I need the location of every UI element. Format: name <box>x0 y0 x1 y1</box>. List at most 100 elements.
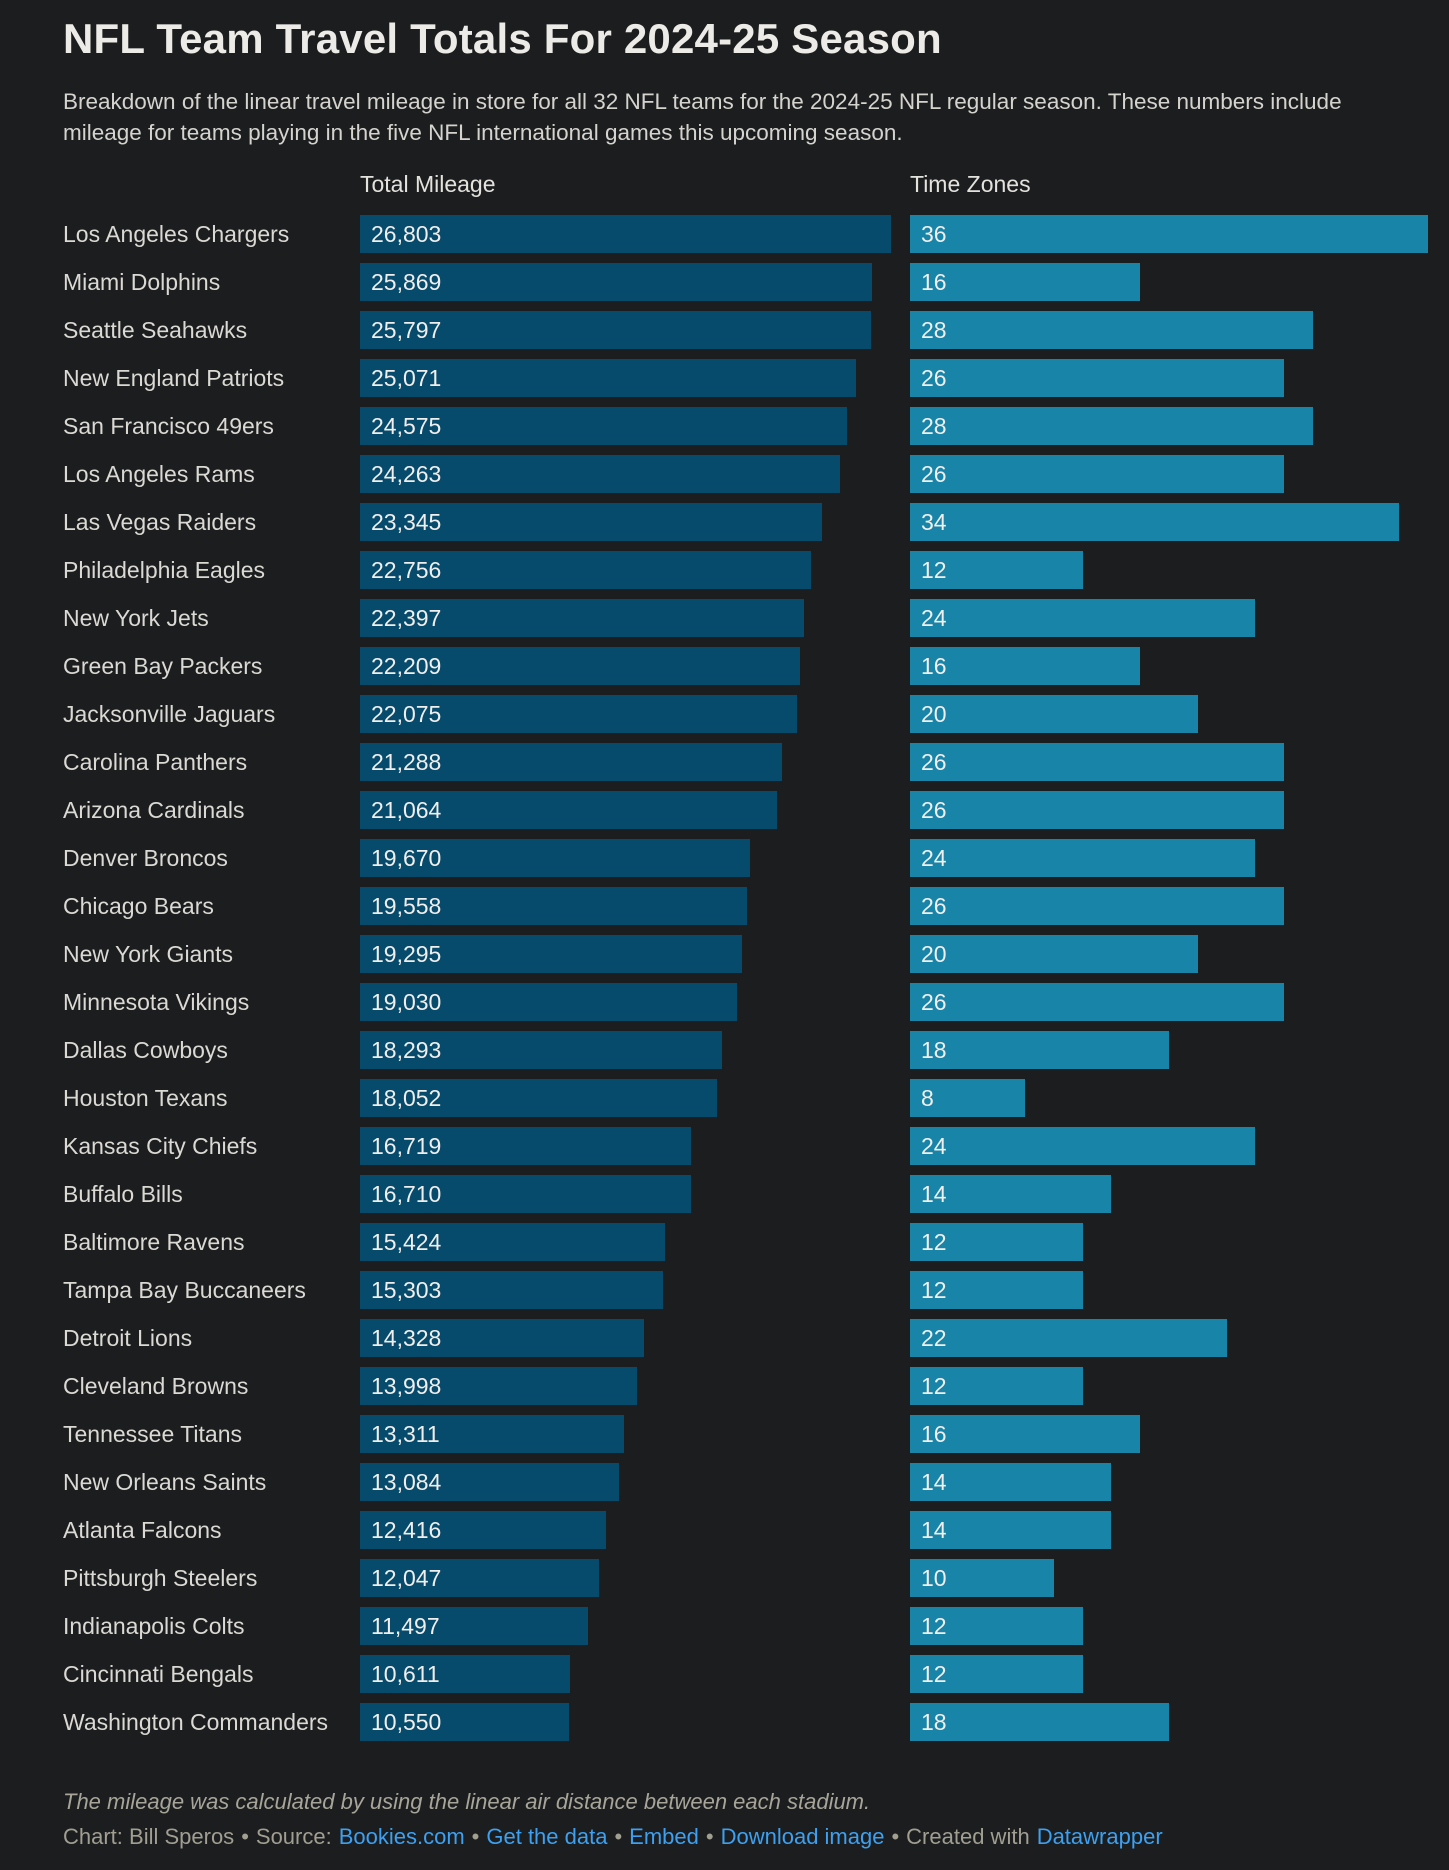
timezone-value: 8 <box>921 1084 934 1111</box>
table-row: Washington Commanders 10,550 18 <box>63 1698 1428 1746</box>
timezone-bar: 26 <box>910 743 1285 781</box>
team-label: Miami Dolphins <box>63 268 221 295</box>
mileage-bar: 19,295 <box>360 935 743 973</box>
timezone-bar-cell: 12 <box>910 1271 1428 1309</box>
credits-line: Chart: Bill Speros • Source: Bookies.com • Ge… <box>63 1823 1428 1851</box>
timezone-bar-cell: 16 <box>910 647 1428 685</box>
table-row: Minnesota Vikings 19,030 26 <box>63 978 1428 1026</box>
table-row: New York Giants 19,295 20 <box>63 930 1428 978</box>
mileage-bar-cell: 12,416 <box>360 1511 910 1549</box>
timezone-value: 14 <box>921 1516 947 1543</box>
timezone-bar-cell: 10 <box>910 1559 1428 1597</box>
timezone-bar-cell: 24 <box>910 839 1428 877</box>
timezone-bar-cell: 12 <box>910 551 1428 589</box>
timezone-bar-cell: 28 <box>910 311 1428 349</box>
mileage-bar-cell: 16,719 <box>360 1127 910 1165</box>
timezone-value: 12 <box>921 1660 947 1687</box>
team-label: Jacksonville Jaguars <box>63 700 276 727</box>
team-label: Arizona Cardinals <box>63 796 245 823</box>
team-label: New York Giants <box>63 940 234 967</box>
mileage-value: 21,064 <box>371 796 442 823</box>
mileage-bar-cell: 15,303 <box>360 1271 910 1309</box>
timezone-bar: 20 <box>910 935 1198 973</box>
mileage-value: 24,575 <box>371 412 442 439</box>
mileage-bar-cell: 19,558 <box>360 887 910 925</box>
mileage-bar-cell: 22,397 <box>360 599 910 637</box>
timezone-bar-cell: 12 <box>910 1655 1428 1693</box>
timezone-value: 12 <box>921 1228 947 1255</box>
timezone-value: 12 <box>921 1276 947 1303</box>
mileage-value: 16,710 <box>371 1180 442 1207</box>
timezone-bar-cell: 22 <box>910 1319 1428 1357</box>
team-label: San Francisco 49ers <box>63 412 274 439</box>
mileage-value: 18,052 <box>371 1084 442 1111</box>
team-label: Minnesota Vikings <box>63 988 250 1015</box>
timezone-bar: 8 <box>910 1079 1026 1117</box>
mileage-bar: 14,328 <box>360 1319 644 1357</box>
credit-link-embed[interactable]: Embed <box>629 1824 699 1849</box>
mileage-value: 25,869 <box>371 268 442 295</box>
timezone-value: 24 <box>921 844 947 871</box>
mileage-bar-cell: 15,424 <box>360 1223 910 1261</box>
timezone-bar-cell: 12 <box>910 1607 1428 1645</box>
mileage-bar-cell: 19,670 <box>360 839 910 877</box>
chart-subtitle: Breakdown of the linear travel mileage i… <box>63 89 1342 145</box>
timezone-bar: 34 <box>910 503 1400 541</box>
table-row: Philadelphia Eagles 22,756 12 <box>63 546 1428 594</box>
team-label: Los Angeles Chargers <box>63 220 290 247</box>
team-label: Washington Commanders <box>63 1708 329 1735</box>
timezone-value: 16 <box>921 268 947 295</box>
mileage-bar-cell: 18,052 <box>360 1079 910 1117</box>
timezone-value: 24 <box>921 604 947 631</box>
credit-link-get-the-data[interactable]: Get the data <box>486 1824 608 1849</box>
mileage-value: 22,209 <box>371 652 442 679</box>
timezone-bar: 16 <box>910 1415 1141 1453</box>
timezone-bar-cell: 20 <box>910 695 1428 733</box>
timezone-bar-cell: 18 <box>910 1703 1428 1741</box>
timezone-bar: 24 <box>910 1127 1256 1165</box>
timezone-value: 14 <box>921 1468 947 1495</box>
table-row: Tennessee Titans 13,311 16 <box>63 1410 1428 1458</box>
mileage-bar: 19,670 <box>360 839 750 877</box>
credit-link-download-image[interactable]: Download image <box>720 1824 885 1849</box>
timezone-bar: 36 <box>910 215 1428 253</box>
mileage-value: 26,803 <box>371 220 442 247</box>
timezone-bar-cell: 26 <box>910 791 1428 829</box>
mileage-bar: 21,288 <box>360 743 782 781</box>
timezone-bar-cell: 34 <box>910 503 1428 541</box>
team-label: Atlanta Falcons <box>63 1516 222 1543</box>
table-row: Atlanta Falcons 12,416 14 <box>63 1506 1428 1554</box>
mileage-bar: 21,064 <box>360 791 778 829</box>
team-label: Chicago Bears <box>63 892 214 919</box>
mileage-value: 19,295 <box>371 940 442 967</box>
timezone-bar: 26 <box>910 455 1285 493</box>
mileage-bar: 10,611 <box>360 1655 571 1693</box>
mileage-bar-cell: 25,797 <box>360 311 910 349</box>
team-label: Tennessee Titans <box>63 1420 243 1447</box>
mileage-value: 15,424 <box>371 1228 442 1255</box>
credit-link-bookies-com[interactable]: Bookies.com <box>338 1824 465 1849</box>
credit-separator: • <box>614 1824 623 1849</box>
team-label: Denver Broncos <box>63 844 228 871</box>
timezone-bar: 12 <box>910 1607 1083 1645</box>
mileage-bar-cell: 12,047 <box>360 1559 910 1597</box>
column-headers: Total Mileage Time Zones <box>63 170 1428 204</box>
mileage-bar-cell: 18,293 <box>360 1031 910 1069</box>
timezone-value: 34 <box>921 508 947 535</box>
timezone-bar-cell: 14 <box>910 1175 1428 1213</box>
table-row: Las Vegas Raiders 23,345 34 <box>63 498 1428 546</box>
timezone-bar: 14 <box>910 1175 1112 1213</box>
timezone-value: 10 <box>921 1564 947 1591</box>
credit-link-datawrapper[interactable]: Datawrapper <box>1036 1824 1163 1849</box>
mileage-bar: 26,803 <box>360 215 891 253</box>
mileage-bar: 11,497 <box>360 1607 588 1645</box>
timezone-bar: 10 <box>910 1559 1054 1597</box>
timezone-bar-cell: 26 <box>910 983 1428 1021</box>
mileage-value: 25,071 <box>371 364 442 391</box>
timezone-bar: 16 <box>910 263 1141 301</box>
team-label: Pittsburgh Steelers <box>63 1564 258 1591</box>
team-label: Cincinnati Bengals <box>63 1660 254 1687</box>
mileage-value: 14,328 <box>371 1324 442 1351</box>
timezone-bar: 12 <box>910 1271 1083 1309</box>
table-row: Seattle Seahawks 25,797 28 <box>63 306 1428 354</box>
